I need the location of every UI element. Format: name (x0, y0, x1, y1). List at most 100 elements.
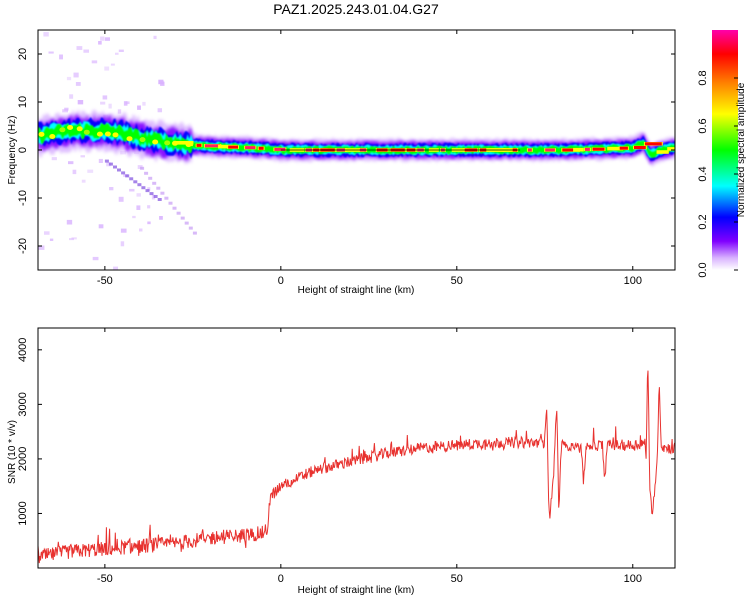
spectrogram-blob (96, 131, 103, 137)
spectrogram-speckle (66, 219, 73, 225)
snr-y-tick-label: 2000 (17, 447, 29, 471)
spectrogram-speckle (104, 66, 110, 71)
spectrogram-speckle (71, 237, 77, 240)
spectrogram-speckle (106, 162, 111, 167)
spectrogram-core-red (274, 147, 286, 151)
spectrogram-speckle (98, 224, 104, 229)
spectrogram-blob (139, 137, 146, 143)
spectrogram-y-tick-label: -20 (17, 238, 29, 254)
spectrogram-core-yellow (667, 147, 675, 151)
spectrogram-ghost-trace (129, 177, 134, 181)
spectrogram-ghost-trace (125, 174, 130, 178)
spectrogram-speckle (159, 216, 163, 220)
snr-y-ticks: 1000 2000 3000 4000 (17, 338, 675, 526)
spectrogram-core-red (245, 146, 256, 150)
spectrogram-blob (112, 132, 119, 138)
snr-y-tick-label: 4000 (17, 338, 29, 362)
spectrogram-ghost-trace (148, 176, 153, 180)
spectrogram-core-red (644, 142, 662, 146)
spectrogram-core-yellow (607, 146, 624, 151)
colorbar-tick-label: 0.6 (697, 118, 709, 133)
spectrogram-core-red (204, 144, 221, 148)
spectrogram-speckle (129, 188, 135, 192)
spectrogram-speckle (69, 238, 75, 241)
spectrogram-ghost-trace (172, 206, 177, 210)
spectrogram-ghost-trace (152, 181, 157, 185)
spectrogram-core-red (196, 143, 202, 147)
spectrogram-speckle (104, 37, 111, 41)
spectrogram-speckle (38, 245, 45, 250)
spectrogram-y-tick-label: 10 (17, 96, 29, 108)
spectrogram-ghost-trace (188, 226, 193, 230)
spectrogram-speckle (147, 221, 151, 225)
spectrogram-speckle (118, 196, 124, 202)
spectrogram-speckle (120, 228, 127, 233)
spectrogram-x-label: Height of straight line (km) (298, 285, 415, 296)
spectrogram-speckle (109, 187, 114, 191)
colorbar: 0.0 0.2 0.4 0.6 0.8 Normalized spectral ampl… (697, 30, 747, 278)
spectrogram-ghost-trace (157, 198, 162, 201)
spectrogram-x-tick-label: 50 (451, 275, 463, 287)
spectrogram-core-red (619, 146, 628, 150)
spectrogram-ghost-trace (137, 183, 142, 187)
spectrogram-speckle (102, 95, 108, 100)
snr-background (38, 328, 675, 568)
spectrogram-core-red (228, 145, 238, 149)
spectrogram-speckle (77, 100, 84, 105)
spectrogram-speckle (120, 241, 125, 247)
spectrogram-speckle (137, 105, 141, 110)
spectrogram-ghost-trace (145, 189, 150, 193)
spectrogram-speckle (76, 46, 83, 50)
spectrogram-speckle (142, 101, 146, 106)
spectrogram-speckle (120, 151, 126, 155)
spectrogram-core-red (584, 147, 590, 151)
spectrogram-ghost-trace (168, 201, 173, 205)
spectrogram-speckle (153, 35, 157, 40)
spectrogram-speckle (75, 82, 81, 86)
spectrogram-speckle (69, 94, 74, 99)
spectrogram-ghost-trace (153, 195, 158, 198)
snr-series-line (38, 370, 675, 564)
spectrogram-speckle (158, 80, 165, 85)
spectrogram-blob (172, 140, 178, 146)
spectrogram-speckle (81, 179, 86, 183)
colorbar-tick-label: 0.8 (697, 70, 709, 85)
spectrogram-speckle (51, 157, 57, 161)
spectrogram-blob (126, 136, 133, 142)
spectrogram-speckle (87, 169, 94, 173)
spectrogram-blob (59, 127, 66, 133)
spectrogram-ghost-trace (140, 166, 145, 170)
snr-x-label: Height of straight line (km) (298, 585, 415, 596)
spectrogram-ghost-trace (160, 191, 165, 195)
spectrogram-speckle (100, 101, 106, 105)
spectrogram-core-red (592, 147, 605, 151)
spectrogram-speckle (157, 108, 163, 113)
spectrogram-speckle (139, 228, 143, 232)
spectrogram-speckle (113, 266, 119, 270)
spectrogram-blob (104, 131, 111, 137)
spectrogram-speckle (151, 194, 156, 200)
spectrogram-x-tick-label: 100 (624, 275, 642, 287)
spectrogram-speckle (72, 169, 77, 175)
spectrogram-speckle (64, 107, 69, 111)
snr-x-tick-label: 0 (278, 573, 284, 585)
colorbar-tick-label: 0.2 (697, 214, 709, 229)
spectrogram-speckle (115, 52, 119, 55)
colorbar-gradient (712, 30, 738, 270)
spectrogram-speckle (125, 101, 130, 105)
spectrogram-x-tick-label: 0 (278, 275, 284, 287)
spectrogram-blob (164, 140, 171, 146)
snr-x-tick-label: 100 (624, 573, 642, 585)
spectrogram-speckle (108, 103, 112, 109)
spectrogram-core-yellow (175, 141, 194, 145)
colorbar-tick-label: 0.4 (697, 166, 709, 181)
colorbar-ticks: 0.0 0.2 0.4 0.6 0.8 (697, 70, 738, 278)
spectrogram-blob (185, 142, 192, 148)
spectrogram-heatmap (38, 32, 675, 270)
spectrogram-ghost-trace (176, 211, 181, 215)
spectrogram-core-red (545, 148, 555, 152)
spectrogram-speckle (117, 109, 122, 114)
spectrogram-core-red (527, 148, 532, 152)
spectrogram-speckle (62, 109, 68, 113)
spectrogram-speckle (83, 49, 90, 53)
